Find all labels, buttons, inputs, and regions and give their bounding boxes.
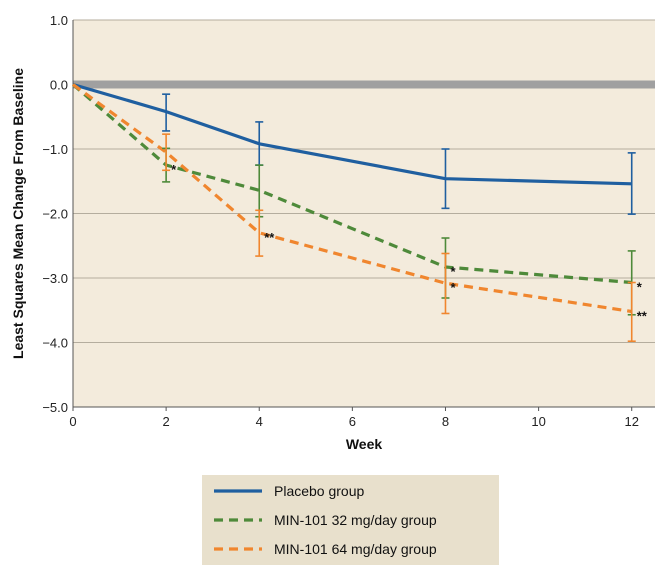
error-bar — [627, 152, 636, 215]
y-tick-label: −2.0 — [42, 207, 68, 222]
x-axis: 0 2 4 6 8 10 12 — [69, 406, 655, 429]
x-tick-label: 10 — [531, 414, 545, 429]
legend-label-2: MIN-101 32 mg/day group — [274, 512, 437, 528]
series-line-2 — [71, 83, 632, 285]
y-tick-label: −5.0 — [42, 400, 68, 415]
error-bar — [441, 148, 450, 210]
x-tick-label: 2 — [163, 414, 170, 429]
y-tick-label: −3.0 — [42, 271, 68, 286]
x-tick-label: 6 — [349, 414, 356, 429]
y-axis: 1.0 0.0 −1.0 −2.0 −3.0 −4.0 −5.0 — [42, 13, 74, 415]
significance-marker: ** — [637, 309, 648, 324]
annotation-layer: ***** *** — [171, 162, 648, 323]
y-tick-label: 0.0 — [50, 78, 68, 93]
x-axis-title: Week — [346, 436, 383, 452]
significance-marker: * — [171, 162, 177, 177]
legend: Placebo group MIN-101 32 mg/day group MIN-… — [202, 475, 499, 565]
y-tick-label: −4.0 — [42, 336, 68, 351]
zero-reference-band — [73, 80, 655, 89]
errorbar-layer — [162, 93, 636, 343]
error-bar — [627, 281, 636, 343]
significance-marker: * — [450, 280, 456, 295]
y-tick-label: 1.0 — [50, 13, 68, 28]
y-axis-title: Least Squares Mean Change From Baseline — [10, 68, 26, 359]
significance-marker: ** — [264, 230, 275, 245]
legend-label-3: MIN-101 64 mg/day group — [274, 541, 437, 557]
legend-label-1: Placebo group — [274, 483, 365, 499]
x-tick-label: 12 — [624, 414, 638, 429]
x-tick-label: 4 — [256, 414, 263, 429]
error-bar — [255, 209, 264, 257]
error-bar — [441, 252, 450, 315]
x-tick-label: 0 — [69, 414, 76, 429]
y-tick-label: −1.0 — [42, 142, 68, 157]
error-bar — [162, 93, 171, 132]
significance-marker: * — [637, 280, 643, 295]
error-bar — [162, 133, 171, 172]
series-line-3 — [72, 83, 632, 314]
x-tick-label: 8 — [442, 414, 449, 429]
significance-marker: * — [450, 264, 456, 279]
